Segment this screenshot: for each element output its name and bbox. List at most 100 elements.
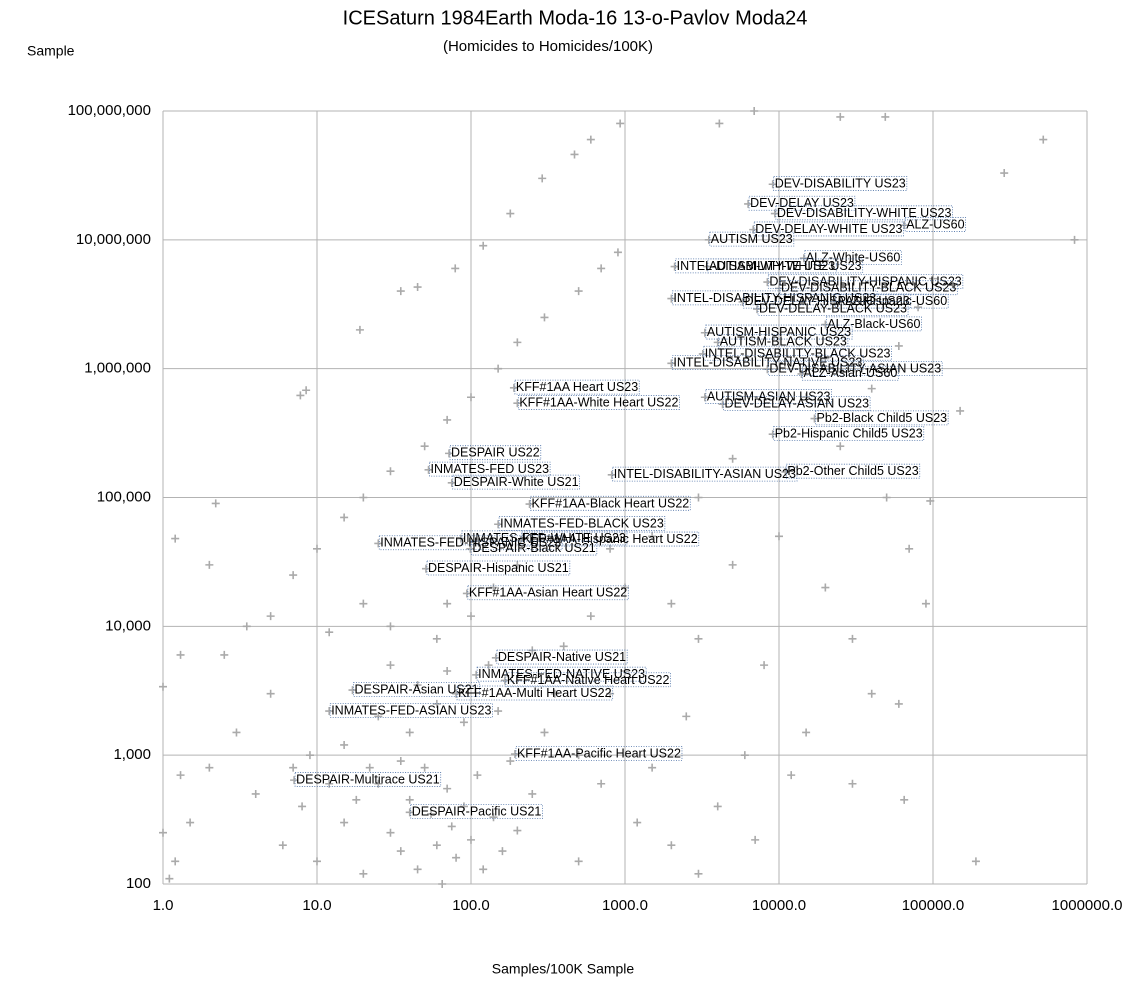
- y-axis-label: Sample: [27, 43, 75, 59]
- data-label-box: [456, 685, 614, 701]
- data-label-box: [470, 540, 598, 556]
- point: [432, 699, 441, 708]
- point: [413, 681, 422, 690]
- point: [667, 359, 676, 368]
- data-label-box: [705, 324, 853, 340]
- point: [525, 500, 534, 509]
- data-label: KFF#1AA Heart US23: [516, 380, 638, 394]
- point: [386, 828, 395, 837]
- y-tick-label: 100,000: [97, 488, 151, 505]
- point: [751, 835, 760, 844]
- point: [473, 771, 482, 780]
- point: [570, 150, 579, 159]
- data-label-box: [835, 293, 949, 309]
- x-tick-label: 100000.0: [902, 897, 965, 914]
- grid: [162, 110, 1088, 885]
- point: [302, 386, 311, 395]
- data-label: INMATES-FED-HISPANIC US23: [380, 536, 561, 550]
- point: [768, 430, 777, 439]
- point: [586, 135, 595, 144]
- data-label: DEV-DELAY-HISPANIC US23: [745, 294, 910, 308]
- point: [205, 763, 214, 772]
- point: [359, 599, 368, 608]
- point: [787, 771, 796, 780]
- point: [513, 560, 522, 569]
- point: [574, 287, 583, 296]
- point: [421, 564, 430, 573]
- data-label: Pb2-Other Child5 US23: [787, 464, 918, 478]
- point: [513, 338, 522, 347]
- point: [445, 449, 454, 458]
- data-label-box: [703, 345, 892, 361]
- data-label-box: [671, 290, 878, 306]
- point: [1070, 235, 1079, 244]
- point: [682, 712, 691, 721]
- point: [775, 532, 783, 541]
- point: [509, 383, 518, 392]
- point: [750, 107, 759, 115]
- point: [797, 369, 806, 378]
- point: [405, 795, 414, 804]
- data-label: DESPAIR-Hispanic US21: [428, 561, 569, 575]
- point: [494, 707, 503, 716]
- data-label: DEV-DELAY-BLACK US23: [759, 301, 907, 315]
- data-label: ALZ-Asian-US60: [804, 366, 898, 380]
- point: [355, 325, 364, 334]
- y-tick-label: 1,000: [113, 746, 151, 763]
- point: [667, 599, 676, 608]
- point: [374, 779, 383, 788]
- data-label: DEV-DELAY-ASIAN US23: [725, 396, 870, 410]
- data-label-box: [802, 365, 899, 381]
- point: [513, 399, 522, 408]
- point: [420, 763, 429, 772]
- point: [494, 364, 503, 373]
- point: [289, 763, 298, 772]
- point: [266, 612, 275, 621]
- point: [232, 728, 241, 737]
- x-tick-label: 100.0: [452, 897, 490, 914]
- data-label-box: [773, 426, 925, 441]
- data-label: DEV-DISABILITY US23: [775, 177, 906, 191]
- data-label: INTEL-DISABILITY-ASIAN US23: [614, 467, 796, 481]
- point: [159, 828, 167, 837]
- data-label-box: [521, 531, 700, 547]
- point: [648, 763, 657, 772]
- point: [340, 818, 349, 827]
- data-label-box: [378, 535, 563, 551]
- point: [443, 599, 452, 608]
- point: [365, 763, 374, 772]
- point: [621, 583, 629, 592]
- data-label: KFF#1AA-Black Heart US22: [532, 496, 690, 510]
- data-label-box: [429, 461, 551, 477]
- point: [420, 442, 429, 451]
- point: [744, 199, 753, 208]
- data-label: DEV-DISABILITY-ASIAN US23: [769, 362, 941, 376]
- point: [836, 112, 845, 121]
- data-label: KFF#1AA-Multi Heart US22: [458, 686, 612, 700]
- point: [447, 478, 456, 487]
- point: [516, 535, 525, 544]
- point: [550, 689, 559, 698]
- points: [159, 107, 1079, 888]
- point: [506, 757, 515, 766]
- point: [613, 248, 622, 257]
- point: [374, 712, 383, 721]
- data-label-box: [505, 672, 671, 688]
- point: [667, 841, 676, 850]
- data-label: ALZ-Hispanic-US60: [837, 294, 948, 308]
- data-label-box: [773, 176, 908, 191]
- point: [491, 653, 500, 662]
- point: [900, 795, 909, 804]
- point: [176, 650, 185, 659]
- point: [296, 391, 305, 400]
- point: [467, 835, 475, 844]
- data-label: ALZ-US60: [906, 217, 964, 231]
- point: [670, 262, 679, 271]
- data-label-box: [775, 205, 953, 221]
- point: [427, 809, 436, 818]
- point: [432, 841, 441, 850]
- point: [1000, 169, 1009, 178]
- data-label: INMATES-FED US23: [431, 462, 550, 476]
